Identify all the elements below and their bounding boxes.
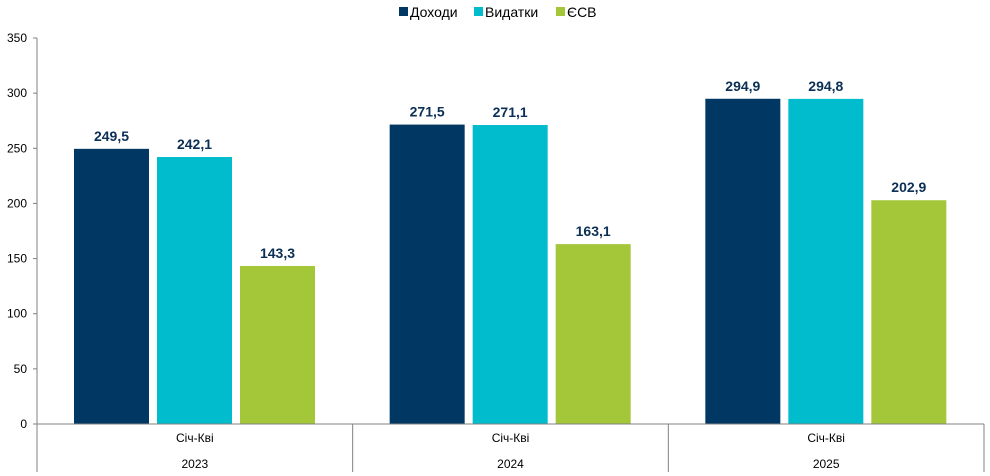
x-category-label: Січ-Кві [492, 431, 530, 445]
bar-2-2 [871, 200, 947, 424]
y-tick-label: 350 [7, 31, 27, 45]
legend-swatch-2 [556, 7, 565, 16]
x-axis: Січ-Кві 2023 Січ-Кві 2024 Січ-Кві 2025 [36, 423, 985, 472]
bar-1-0 [157, 156, 232, 424]
y-tick-label: 100 [7, 307, 27, 321]
bar-0-1 [389, 124, 465, 425]
y-tick-label: 0 [20, 417, 27, 431]
bar-0-0 [74, 148, 149, 424]
data-label: 271,5 [410, 104, 445, 120]
data-label: 242,1 [177, 136, 212, 152]
data-label: 202,9 [891, 179, 926, 195]
y-tick-label: 300 [7, 86, 27, 100]
x-category-label: Січ-Кві [807, 431, 845, 445]
data-label: 143,3 [260, 245, 295, 261]
x-year-label: 2024 [497, 457, 524, 471]
legend-swatch-0 [399, 7, 408, 16]
data-label: 163,1 [576, 223, 611, 239]
bar-2-1 [555, 244, 631, 424]
bar-1-1 [472, 125, 548, 424]
data-label: 271,1 [493, 104, 528, 120]
chart-legend: Доходи Видатки ЄСВ [399, 4, 597, 20]
legend-label: Доходи [410, 4, 458, 20]
x-year-label: 2023 [181, 457, 208, 471]
x-year-label: 2025 [813, 457, 840, 471]
legend-label: Видатки [485, 4, 538, 20]
data-label: 294,9 [725, 78, 760, 94]
y-tick-label: 250 [7, 141, 27, 155]
data-label: 249,5 [94, 128, 129, 144]
plot-area: 249,5 242,1 143,3 271,5 271,1 163,1 294,9 294,8… [74, 78, 947, 425]
bar-0-2 [705, 98, 781, 424]
legend-label: ЄСВ [567, 4, 597, 20]
y-tick-label: 50 [14, 362, 28, 376]
bar-1-2 [788, 98, 864, 424]
y-axis: 0 50 100 150 200 250 300 350 [7, 31, 38, 431]
y-tick-label: 150 [7, 252, 27, 266]
x-category-label: Січ-Кві [176, 431, 214, 445]
y-tick-label: 200 [7, 196, 27, 210]
data-label: 294,8 [808, 78, 843, 94]
legend-swatch-1 [474, 7, 483, 16]
bar-2-0 [240, 265, 315, 424]
